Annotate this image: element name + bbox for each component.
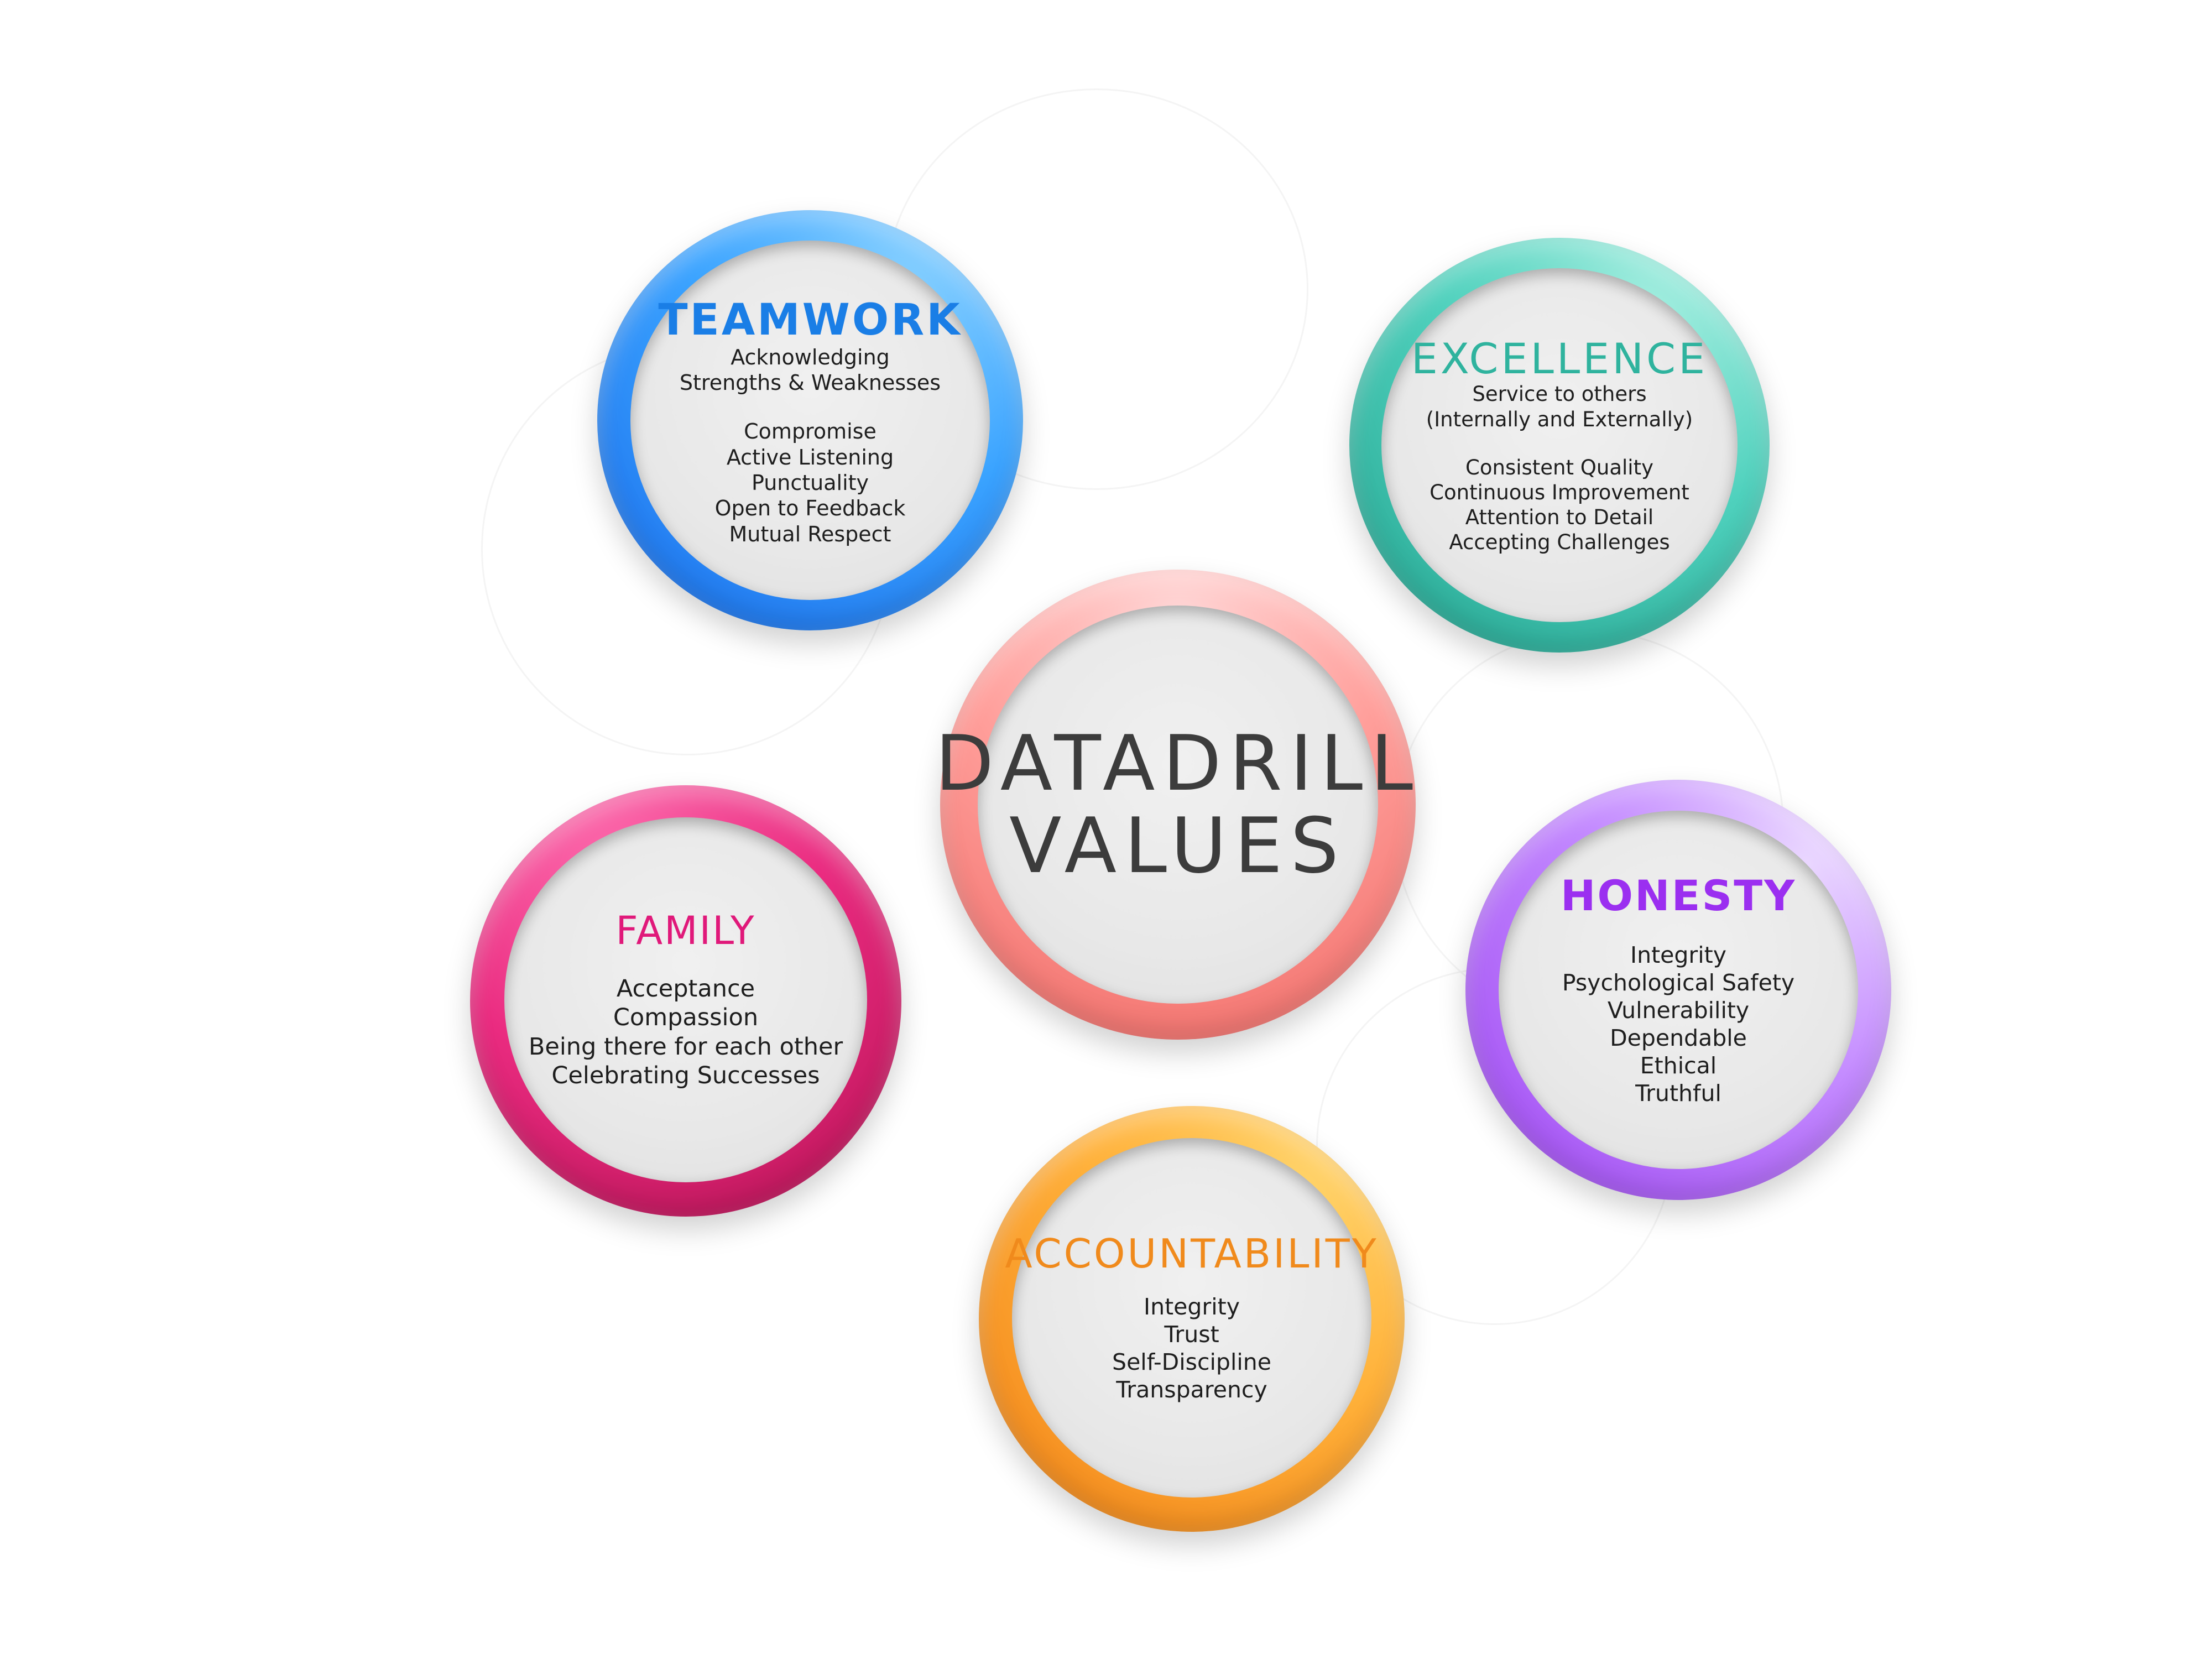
family-inner: FAMILY Acceptance Compassion Being there…	[504, 817, 867, 1182]
honesty-circle: HONESTY Integrity Psychological Safety V…	[1465, 780, 1891, 1200]
family-list: Acceptance Compassion Being there for ea…	[529, 974, 843, 1091]
excellence-title: EXCELLENCE	[1411, 333, 1708, 383]
excellence-list: Service to others (Internally and Extern…	[1426, 382, 1693, 555]
list-item: Strengths & Weaknesses	[679, 371, 941, 395]
center-title-line1: DATADRILL	[935, 718, 1421, 808]
list-item: Integrity	[1144, 1293, 1240, 1320]
list-item: Compromise	[744, 419, 877, 444]
list-item: Accepting Challenges	[1449, 530, 1670, 555]
center-title-line2: VALUES	[1009, 801, 1347, 890]
center-circle: DATADRILL VALUES	[935, 570, 1416, 1040]
accountability-list: Integrity Trust Self-Discipline Transpar…	[1112, 1293, 1271, 1404]
list-item: Acknowledging	[731, 345, 890, 369]
excellence-inner: EXCELLENCE Service to others (Internally…	[1381, 268, 1738, 622]
list-item: Continuous Improvement	[1430, 480, 1689, 504]
excellence-circle: EXCELLENCE Service to others (Internally…	[1349, 238, 1770, 653]
teamwork-title: TEAMWORK	[658, 295, 962, 345]
list-item: Service to others	[1472, 382, 1647, 406]
list-item: Mutual Respect	[729, 521, 891, 546]
teamwork-circle: TEAMWORK Acknowledging Strengths & Weakn…	[597, 210, 1023, 630]
list-item: Compassion	[613, 1004, 759, 1032]
list-item: Punctuality	[751, 471, 869, 495]
list-item: Psychological Safety	[1562, 969, 1795, 996]
list-item: Truthful	[1635, 1079, 1721, 1107]
teamwork-inner: TEAMWORK Acknowledging Strengths & Weakn…	[630, 241, 990, 600]
list-item: Celebrating Successes	[551, 1061, 820, 1089]
honesty-inner: HONESTY Integrity Psychological Safety V…	[1499, 811, 1858, 1169]
family-title: FAMILY	[615, 907, 756, 953]
list-item: Self-Discipline	[1112, 1348, 1271, 1375]
center-inner: DATADRILL VALUES	[935, 606, 1413, 1004]
list-item: Dependable	[1610, 1024, 1747, 1051]
list-item: Integrity	[1630, 941, 1726, 968]
list-item: (Internally and Externally)	[1426, 407, 1693, 431]
accountability-inner: ACCOUNTABILITY Integrity Trust Self-Disc…	[1005, 1138, 1376, 1498]
list-item: Attention to Detail	[1465, 505, 1654, 529]
list-item: Vulnerability	[1607, 997, 1750, 1024]
list-item: Acceptance	[616, 974, 755, 1003]
list-item: Ethical	[1640, 1052, 1717, 1079]
list-item: Being there for each other	[528, 1032, 843, 1061]
family-circle: FAMILY Acceptance Compassion Being there…	[470, 785, 901, 1217]
honesty-title: HONESTY	[1560, 871, 1797, 921]
teamwork-list: Acknowledging Strengths & Weaknesses Com…	[680, 345, 941, 547]
list-item: Active Listening	[726, 445, 894, 469]
honesty-list: Integrity Psychological Safety Vulnerabi…	[1562, 941, 1794, 1107]
list-item: Consistent Quality	[1465, 455, 1653, 479]
list-item: Trust	[1164, 1321, 1219, 1348]
list-item: Transparency	[1116, 1376, 1267, 1403]
list-item: Open to Feedback	[714, 496, 906, 521]
accountability-circle: ACCOUNTABILITY Integrity Trust Self-Disc…	[979, 1106, 1405, 1532]
accountability-title: ACCOUNTABILITY	[1005, 1230, 1379, 1277]
